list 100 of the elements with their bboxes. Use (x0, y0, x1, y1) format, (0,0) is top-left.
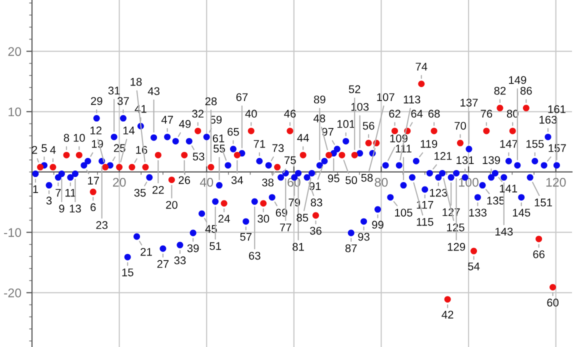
annotation: 12 (90, 126, 102, 134)
annotation: 161 (548, 105, 566, 114)
annotation: 95 (328, 174, 340, 182)
annotation: 77 (280, 224, 292, 232)
annotation: 113 (404, 96, 420, 104)
annotation: 11 (65, 188, 76, 197)
annotation: 54 (468, 262, 480, 270)
annotation: 45 (205, 225, 217, 233)
annotation: 68 (428, 110, 440, 118)
x-tick-label: 120 (546, 178, 566, 187)
annotation: 44 (297, 134, 309, 142)
annotation: 42 (442, 310, 454, 318)
annotation: 101 (337, 120, 355, 128)
annotation: 61 (212, 134, 224, 142)
annotation: 133 (469, 208, 486, 217)
y-tick-label: -10 (4, 228, 22, 237)
annotation: 36 (310, 226, 322, 235)
annotation: 137 (460, 98, 478, 107)
annotation: 107 (377, 93, 394, 102)
annotation: 8 (64, 134, 70, 142)
annotation: 111 (396, 144, 412, 152)
annotation: 76 (480, 110, 492, 118)
annotation: 53 (192, 152, 204, 160)
x-tick-label: 100 (459, 178, 478, 187)
annotation: 99 (372, 220, 384, 229)
annotation: 74 (416, 62, 428, 70)
annotation: 23 (96, 221, 108, 230)
annotation: 141 (500, 184, 518, 192)
annotation: 63 (249, 252, 260, 260)
annotation: 32 (192, 110, 204, 118)
annotation: 49 (179, 120, 191, 128)
annotation: 71 (254, 140, 266, 148)
annotation: 89 (314, 96, 326, 104)
annotation: 62 (389, 110, 400, 118)
annotation: 56 (362, 122, 374, 130)
annotation: 147 (500, 140, 518, 148)
annotation: 85 (296, 214, 308, 222)
annotation: 43 (148, 87, 160, 96)
annotation: 20 (166, 200, 178, 209)
annotation: 145 (512, 208, 530, 217)
annotation: 13 (70, 204, 81, 213)
annotation: 17 (88, 176, 99, 185)
y-tick-label: -20 (4, 288, 22, 298)
annotation: 52 (348, 85, 360, 94)
annotation: 51 (210, 242, 221, 250)
annotation: 93 (358, 232, 370, 241)
annotation: 28 (205, 97, 217, 106)
annotation: 9 (59, 204, 64, 213)
annotation: 47 (161, 116, 173, 124)
annotation: 82 (494, 86, 506, 95)
x-tick-label: 20 (112, 178, 126, 187)
annotation: 157 (548, 144, 566, 152)
annotation: 66 (533, 250, 545, 258)
annotation: 151 (534, 198, 552, 206)
annotation: 21 (140, 248, 152, 256)
annotation: 35 (134, 188, 146, 197)
annotation: 55 (214, 144, 225, 153)
annotation: 50 (346, 176, 358, 184)
annotation: 121 (434, 152, 452, 160)
annotation: 105 (395, 208, 412, 217)
annotation: 15 (122, 268, 134, 276)
annotation: 155 (526, 140, 544, 148)
annotation: 131 (456, 156, 474, 164)
annotation: 26 (178, 176, 190, 184)
x-tick-label: 80 (374, 178, 388, 187)
annotation: 73 (272, 144, 284, 152)
annotation: 81 (292, 242, 304, 251)
annotation: 7 (56, 188, 61, 197)
annotation: 58 (361, 174, 373, 182)
annotation: 67 (236, 93, 248, 102)
annotation: 38 (262, 178, 274, 186)
annotation: 139 (482, 156, 500, 164)
annotation: 48 (314, 114, 326, 122)
annotation: 103 (351, 102, 369, 111)
annotation: 64 (411, 110, 423, 118)
annotation: 149 (509, 76, 526, 84)
annotation: 34 (231, 176, 244, 184)
annotation: 87 (345, 244, 357, 252)
annotation: 29 (90, 97, 102, 105)
annotation: 86 (520, 86, 532, 95)
annotation: 70 (454, 122, 466, 130)
annotation: 65 (228, 128, 239, 136)
annotation: 57 (240, 232, 252, 241)
annotation: 14 (123, 126, 135, 134)
annotation: 39 (187, 244, 199, 252)
annotation: 60 (547, 298, 559, 307)
annotation: 83 (310, 198, 322, 206)
annotation: 129 (448, 242, 466, 251)
annotation: 40 (245, 110, 257, 118)
annotation: 46 (284, 110, 296, 118)
annotation: 1 (33, 185, 38, 193)
annotation: 24 (218, 214, 230, 223)
annotation: 5 (42, 144, 47, 152)
annotation: 4 (50, 146, 56, 154)
annotation: 10 (74, 134, 85, 142)
annotation: 31 (108, 86, 120, 95)
annotation: 6 (90, 203, 96, 212)
annotation: 115 (416, 218, 434, 226)
y-tick-label: 10 (8, 107, 22, 116)
y-tick-label: 20 (8, 47, 22, 56)
